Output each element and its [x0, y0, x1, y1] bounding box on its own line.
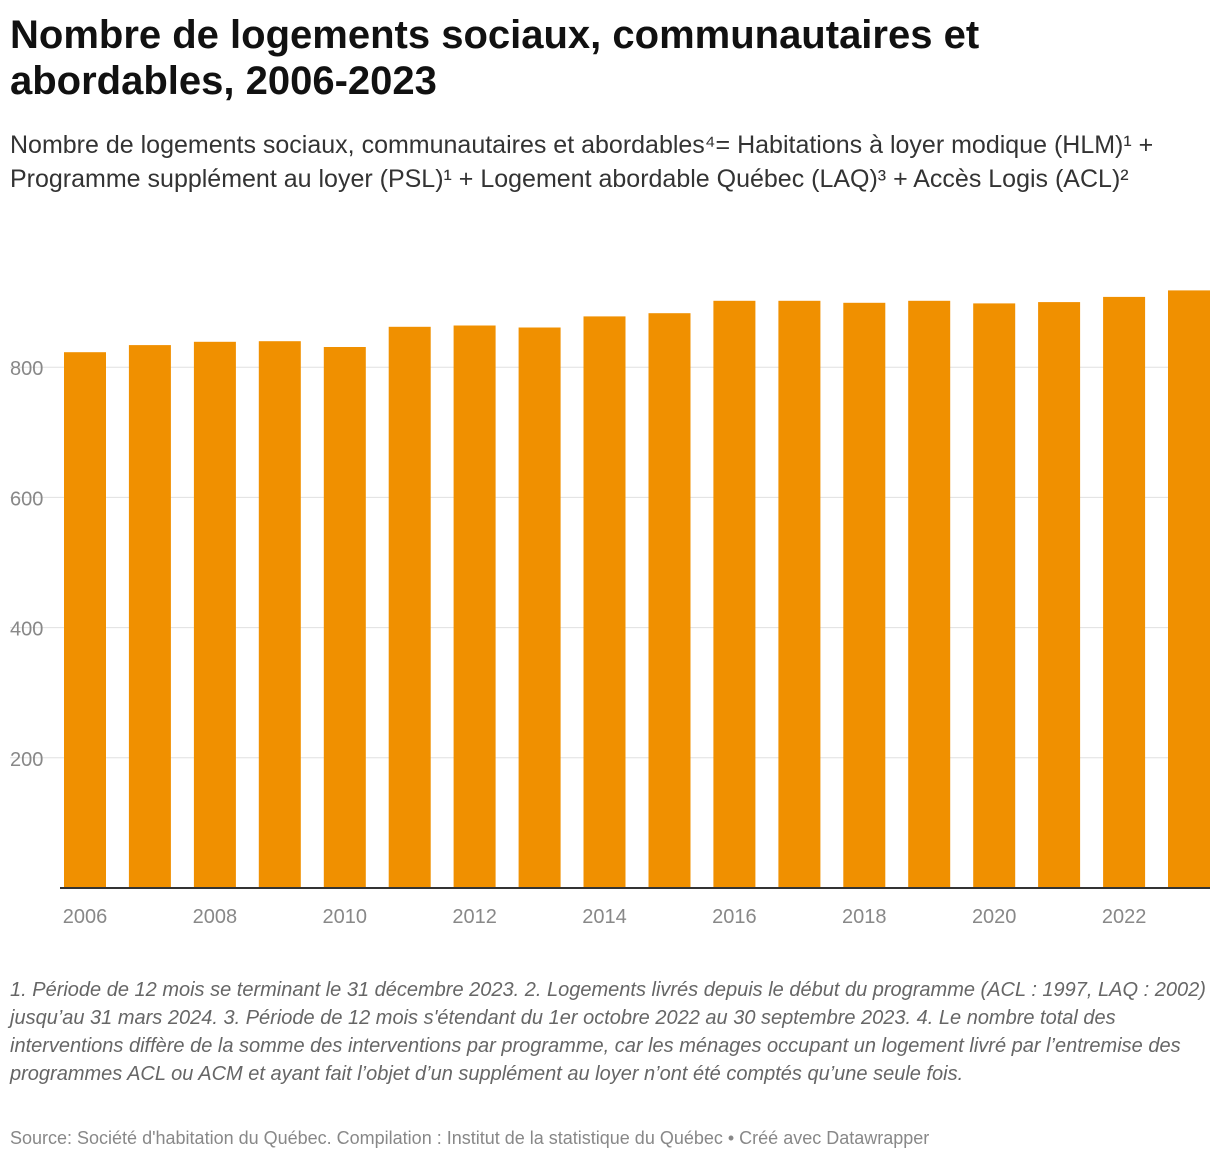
bar-2015 — [648, 313, 691, 888]
footnotes: 1. Période de 12 mois se terminant le 31… — [10, 979, 1206, 1085]
bar-2011 — [388, 326, 431, 888]
chart-subtitle: Nombre de logements sociaux, communautai… — [10, 131, 1154, 193]
bar-2008 — [193, 341, 236, 888]
bar-2013 — [518, 327, 561, 888]
bar-2014 — [583, 316, 626, 888]
bars — [64, 290, 1210, 889]
x-tick-label: 2012 — [452, 906, 497, 928]
x-tick-label: 2020 — [972, 906, 1017, 928]
bar-2016 — [713, 300, 756, 888]
chart-title: Nombre de logements sociaux, communautai… — [10, 13, 980, 103]
x-tick-label: 2022 — [1102, 906, 1147, 928]
bar-2009 — [258, 341, 301, 888]
bar-2006 — [64, 352, 106, 888]
bar-2023 — [1168, 290, 1210, 888]
x-axis-labels: 2006 2008 2010 2012 2014 2016 2018 2020 2022 — [63, 906, 1147, 928]
y-tick-label: 800 — [10, 358, 43, 380]
bar-2017 — [778, 300, 821, 888]
x-tick-label: 2016 — [712, 906, 757, 928]
y-tick-label: 200 — [10, 749, 43, 771]
x-tick-label: 2010 — [323, 906, 368, 928]
x-tick-label: 2018 — [842, 906, 887, 928]
bar-2022 — [1103, 296, 1146, 888]
bar-chart: 200 400 600 800 2006 2008 2010 2012 2014 2016 201… — [10, 290, 1210, 928]
bar-2012 — [453, 325, 496, 888]
y-tick-label: 600 — [10, 488, 43, 510]
bar-2020 — [973, 303, 1016, 888]
bar-2021 — [1038, 302, 1081, 889]
source-credit: Source: Société d'habitation du Québec. … — [10, 1128, 930, 1148]
bar-2018 — [843, 302, 886, 888]
x-tick-label: 2014 — [582, 906, 627, 928]
x-tick-label: 2008 — [193, 906, 238, 928]
bar-2019 — [908, 300, 951, 888]
bar-2010 — [323, 347, 366, 888]
bar-2007 — [128, 345, 171, 889]
y-tick-label: 400 — [10, 619, 43, 641]
y-axis-labels: 200 400 600 800 — [10, 358, 43, 771]
x-tick-label: 2006 — [63, 906, 108, 928]
